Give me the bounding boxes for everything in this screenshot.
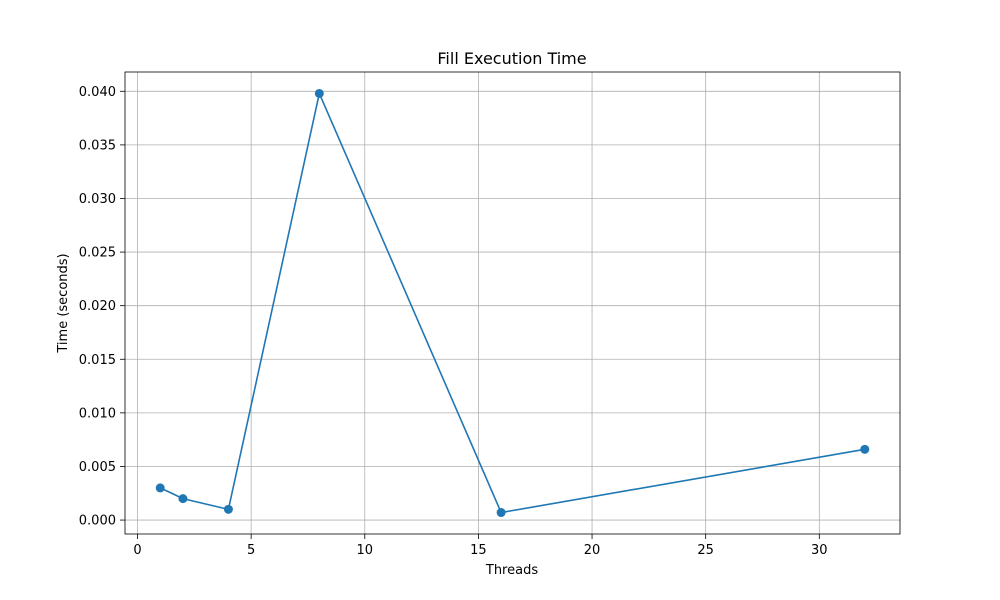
data-point (155, 483, 165, 493)
data-point (314, 88, 324, 98)
y-tick-label: 0.000 (79, 514, 116, 529)
data-point (178, 494, 188, 504)
y-axis-label: Time (seconds) (56, 253, 71, 353)
x-tick-label: 15 (470, 543, 487, 558)
chart-title: Fill Execution Time (437, 49, 586, 68)
x-tick-label: 25 (697, 543, 714, 558)
y-tick-label: 0.020 (79, 299, 116, 314)
x-axis-label: Threads (485, 563, 538, 578)
plot-frame (124, 71, 901, 535)
axes (124, 71, 901, 535)
x-tick-label: 5 (247, 543, 255, 558)
x-tick-label: 0 (133, 543, 141, 558)
y-tick-label: 0.035 (79, 138, 116, 153)
x-tick-label: 30 (811, 543, 828, 558)
series (155, 88, 870, 518)
data-point (860, 444, 870, 454)
y-tick-label: 0.010 (79, 406, 116, 421)
data-point (496, 508, 506, 518)
data-point (223, 504, 233, 514)
y-tick-label: 0.015 (79, 353, 116, 368)
y-tick-label: 0.030 (79, 192, 116, 207)
x-tick-label: 10 (356, 543, 373, 558)
x-tick-label: 20 (584, 543, 601, 558)
y-tick-label: 0.040 (79, 85, 116, 100)
y-tick-label: 0.025 (79, 246, 116, 261)
y-tick-label: 0.005 (79, 460, 116, 475)
series-line (159, 90, 865, 514)
grid (125, 72, 900, 534)
ticks: 0 5 10 15 20 25 30 0.000 0.005 0.010 0.015 0.020 0.0… (79, 85, 828, 558)
